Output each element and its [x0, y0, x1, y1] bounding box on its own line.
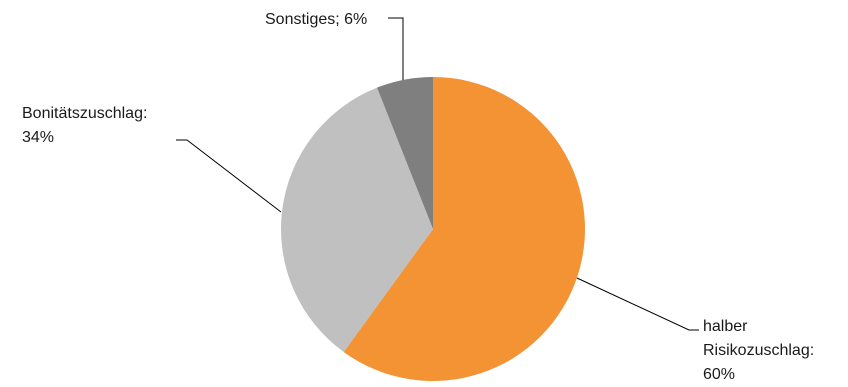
- data-label-line: 60%: [703, 366, 735, 382]
- data-label-line: halber: [703, 318, 748, 335]
- leader-line-halber-risikozuschlag: [576, 277, 699, 331]
- data-label-bonitaetszuschlag: Bonitätszuschlag: 34%: [22, 105, 147, 146]
- data-label-sonstiges: Sonstiges; 6%: [265, 11, 367, 28]
- data-label-line: Sonstiges; 6%: [265, 11, 367, 28]
- data-label-halber-risikozuschlag: halber Risikozuschlag: 60%: [703, 318, 814, 382]
- leader-line-bonitaetszuschlag: [176, 139, 282, 213]
- data-labels: halber Risikozuschlag: 60% Bonitätszuschlag…: [22, 11, 814, 383]
- leader-lines: [176, 17, 699, 331]
- pie-slices: [280, 77, 586, 381]
- pie-slice-bonitaetszuschlag: [280, 87, 433, 352]
- pie-slice-halber-risikozuschlag: [343, 77, 586, 381]
- data-label-line: Bonitätszuschlag:: [22, 105, 147, 122]
- leader-line-sonstiges: [388, 17, 404, 80]
- data-label-line: Risikozuschlag:: [703, 342, 814, 359]
- pie-slice-sonstiges: [377, 77, 433, 229]
- data-label-line: 34%: [22, 129, 54, 146]
